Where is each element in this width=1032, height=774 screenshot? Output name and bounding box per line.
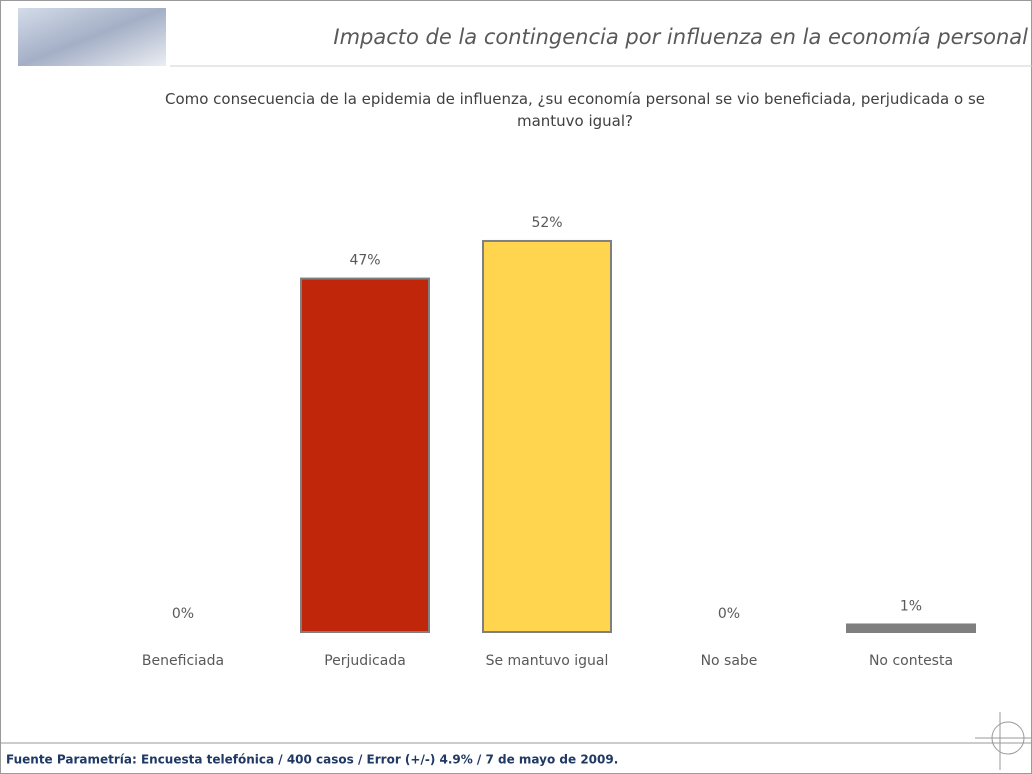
value-label: 52% bbox=[531, 215, 562, 231]
value-label: 1% bbox=[900, 598, 922, 614]
bar bbox=[847, 624, 975, 632]
page: Impacto de la contingencia por influenza… bbox=[0, 0, 1032, 774]
slide: Impacto de la contingencia por influenza… bbox=[0, 0, 1032, 774]
category-label: No contesta bbox=[869, 653, 953, 669]
chart-title: Impacto de la contingencia por influenza… bbox=[333, 25, 1028, 49]
chart-subtitle: Como consecuencia de la epidemia de infl… bbox=[150, 88, 1000, 132]
bar bbox=[483, 241, 611, 632]
value-label: 0% bbox=[172, 606, 194, 622]
header-image bbox=[18, 8, 166, 66]
category-label: Perjudicada bbox=[324, 653, 406, 669]
category-label: No sabe bbox=[701, 653, 758, 669]
subtitle-box: Como consecuencia de la epidemia de infl… bbox=[150, 88, 1000, 148]
source-note: Fuente Parametría: Encuesta telefónica /… bbox=[6, 753, 618, 767]
category-label: Se mantuvo igual bbox=[486, 653, 609, 669]
value-label: 0% bbox=[718, 606, 740, 622]
category-label: Beneficiada bbox=[142, 653, 224, 669]
value-label: 47% bbox=[349, 253, 380, 269]
bar bbox=[301, 279, 429, 632]
